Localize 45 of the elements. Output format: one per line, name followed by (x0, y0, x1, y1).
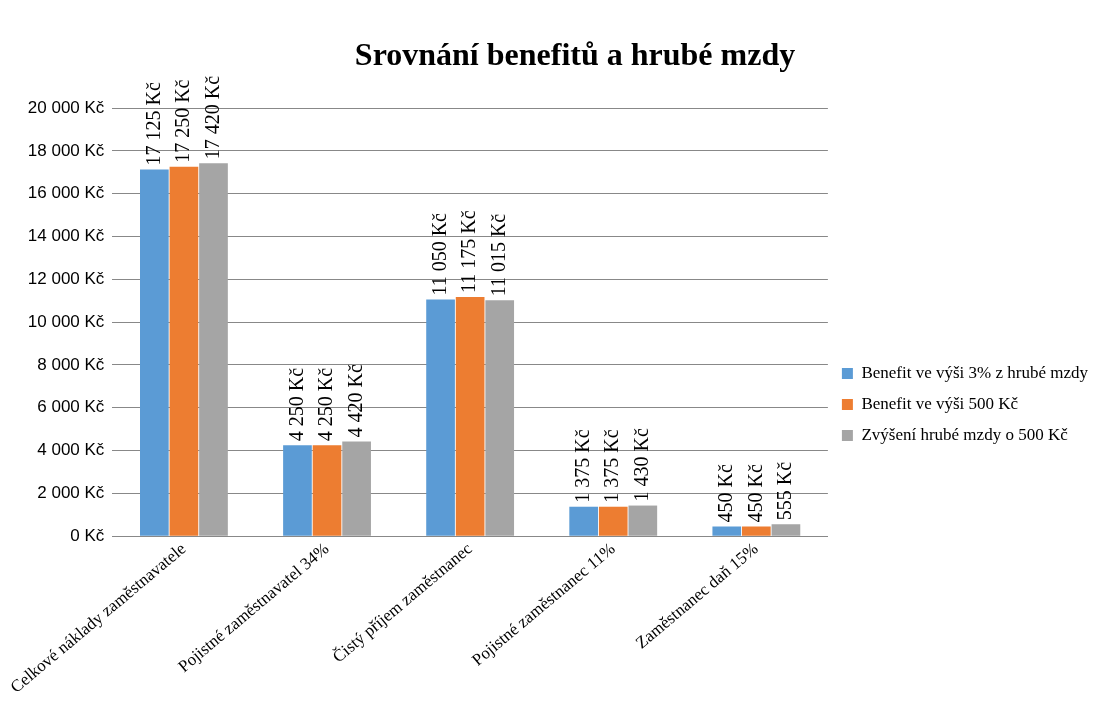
data-label: 17 125 Kč (141, 82, 164, 166)
y-tick-label: 6 000 Kč (37, 397, 105, 417)
bar (455, 296, 485, 536)
data-label: 17 250 Kč (171, 79, 194, 163)
y-tick-label: 12 000 Kč (27, 268, 105, 288)
bar (712, 526, 742, 536)
bar (312, 445, 342, 536)
bar (342, 441, 371, 536)
data-label: 4 250 Kč (314, 367, 337, 442)
bar (569, 506, 599, 536)
y-tick-label: 14 000 Kč (27, 226, 105, 246)
bar (283, 445, 312, 536)
y-tick-label: 10 000 Kč (27, 311, 105, 331)
bar (598, 506, 628, 536)
data-label: 555 Kč (773, 461, 796, 521)
y-tick-label: 20 000 Kč (27, 97, 105, 117)
data-label: 1 375 Kč (570, 429, 593, 503)
bar (628, 505, 658, 536)
data-label: 17 420 Kč (200, 75, 223, 160)
y-tick-label: 16 000 Kč (27, 183, 105, 203)
y-tick-label: 2 000 Kč (37, 483, 105, 503)
y-tick-label: 18 000 Kč (27, 140, 105, 160)
data-label: 1 375 Kč (600, 429, 623, 503)
bar (140, 169, 169, 536)
bar (771, 524, 801, 536)
legend-label: Benefit ve výši 3% z hrubé mzdy (861, 362, 1089, 382)
bar (199, 163, 228, 536)
data-label: 4 420 Kč (343, 364, 366, 438)
bar (169, 166, 199, 536)
bar (742, 526, 771, 536)
chart-title: Srovnání benefitů a hrubé mzdy (354, 36, 796, 73)
bar (485, 300, 515, 536)
data-label: 11 015 Kč (486, 213, 509, 297)
data-label: 1 430 Kč (630, 428, 653, 502)
data-label: 11 175 Kč (457, 210, 480, 293)
data-label: 4 250 Kč (284, 367, 307, 442)
y-tick-label: 4 000 Kč (37, 440, 105, 460)
data-label: 11 050 Kč (427, 212, 450, 296)
data-label: 450 Kč (714, 464, 737, 523)
y-tick-label: 0 Kč (70, 525, 105, 545)
y-tick-label: 8 000 Kč (37, 354, 105, 374)
data-label: 450 Kč (743, 464, 766, 523)
legend-label: Benefit ve výši 500 Kč (861, 393, 1019, 413)
legend-label: Zvýšení hrubé mzdy o 500 Kč (861, 424, 1069, 444)
bar (426, 299, 455, 536)
